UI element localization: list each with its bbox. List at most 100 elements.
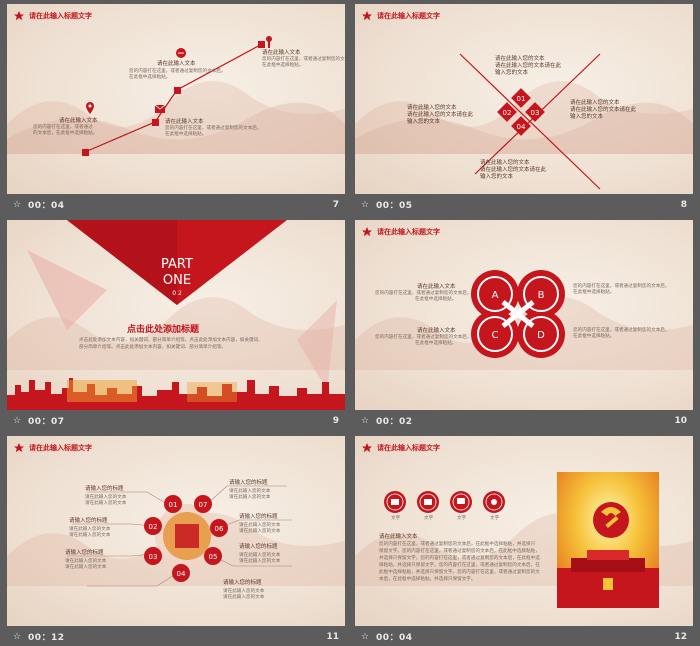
point-marker [174, 87, 181, 94]
text-body: 您的内容打在这里，或者通过复制您的文本后， [573, 328, 670, 333]
text-body: 您的内容打在这里，或者通过 [33, 125, 93, 130]
transition-icon: ☆ [361, 199, 370, 210]
mountain-backdrop [355, 81, 693, 154]
slide-duration: 00：02 [376, 417, 413, 427]
chat-bubble-icon [176, 48, 186, 58]
item-body: 请在此输入您的文本 [223, 589, 265, 594]
body-line: 您的内容打在这里，或者通过复制您的文本后，在此框中选择粘贴，并选择只 [379, 542, 536, 547]
text-body: 您的内容打在这里，或者通过复制您的文本后， [262, 57, 345, 62]
text-body: 您的内容打在这里，或者通过复制您的文本后， [129, 69, 226, 74]
icon-caption: 文字 [424, 516, 434, 521]
four-petal-diagram: A B C D [471, 270, 565, 358]
slide-title: 请在此输入标题文字 [29, 12, 92, 20]
slide-thumbnail-11[interactable]: 请在此输入标题文字 [7, 436, 345, 646]
text-body: 在此框中选择粘贴。 [573, 334, 615, 339]
text-label: 请在此输入文本 [417, 328, 456, 334]
item-title: 请输入您的标题 [85, 486, 124, 492]
slide-thumbnail-8[interactable]: 请在此输入标题文字 01 02 03 04 请在此输入您的文本 请在此输入您的文… [355, 4, 693, 214]
text-label: 请在此输入文本 [165, 119, 204, 125]
icon-row [384, 491, 505, 513]
item-title: 请输入您的标题 [229, 480, 268, 486]
slide-thumbnail-7[interactable]: 请在此输入标题文字 请在此输入文本 您的内容打在这里，或者通过复制您的文本后， … [7, 4, 345, 214]
text-body: 在此框中选择粘贴。 [415, 341, 457, 346]
mail-icon [155, 105, 165, 113]
star-icon [362, 443, 372, 453]
item-body: 请在此输入您的文本 [69, 527, 111, 532]
slide-status-bar: ☆ 00：12 11 [7, 627, 345, 646]
slide-canvas: 请在此输入标题文字 01 02 03 04 请在此输入您的文本 请在此输入您的文… [355, 4, 693, 194]
slide-duration: 00：12 [28, 633, 65, 643]
star-icon [14, 11, 24, 21]
diamond-label: 03 [531, 109, 540, 117]
text-block-line: 输入您的文本 [495, 70, 529, 76]
cross-diagram: 01 02 03 04 [459, 53, 601, 190]
item-body: 请在此输入您的文本 [223, 595, 265, 600]
diamond-label: 02 [503, 109, 512, 117]
diamond-label: 04 [517, 123, 526, 131]
icon-caption: 文字 [490, 516, 500, 521]
radial-diagram: 01 02 03 04 05 06 07 [67, 485, 292, 587]
body-line: 择粘贴，并选择只保留文字。您的内容打在这里，或者通过复制您的文本后，在 [379, 563, 540, 568]
star-icon [362, 227, 372, 237]
diamond-label: 01 [517, 95, 526, 103]
body-line: 并选择只保留文字。您的内容打在这里，或者通过复制您的文本后，在此框中选 [379, 556, 540, 561]
item-body: 请在此输入您的文本 [65, 565, 107, 570]
text-body: 您的内容打在这里，或者通过复制您的文本后， [375, 335, 472, 340]
step-label: 05 [209, 553, 218, 561]
body-line: 保留文字。您的内容打在这里，或者通过复制您的文本后，在此框中选择粘贴， [379, 549, 540, 554]
text-block-line: 请在此输入您的文本 [570, 100, 620, 106]
transition-icon: ☆ [13, 199, 22, 210]
text-block-line: 请在此输入您的文本 [480, 160, 530, 166]
text-label: 请在此输入文本 [157, 61, 196, 67]
text-block-line: 请在此输入您的文本请在此 [407, 112, 474, 118]
slide-duration: 00：04 [376, 633, 413, 643]
slide-thumbnail-12[interactable]: 请在此输入标题文字 文字 文字 文字 文字 请在此输入文本 您的内容打在这里，或… [355, 436, 693, 646]
item-body: 请在此输入您的文本 [65, 559, 107, 564]
transition-icon: ☆ [361, 415, 370, 426]
section-body: 部分简单介绍等。点击此处添加文本内容，如关键词、部分简单介绍等。 [79, 345, 227, 350]
body-line: 本后，在此框中选择粘贴，并选择只保留文字。 [379, 577, 476, 582]
slide-number: 10 [674, 415, 687, 426]
growth-line [84, 43, 263, 153]
item-body: 请在此输入您的文本 [239, 529, 281, 534]
mountain-backdrop [7, 81, 345, 154]
slide-title: 请在此输入标题文字 [377, 444, 440, 452]
petal-letter: B [538, 290, 545, 301]
slide-status-bar: ☆ 00：04 7 [7, 195, 345, 214]
text-body: 在此框中选择粘贴。 [415, 297, 457, 302]
text-label: 请在此输入文本 [59, 118, 98, 124]
text-block-line: 输入您的文本 [407, 119, 441, 125]
slide-title: 请在此输入标题文字 [377, 228, 440, 236]
slide-canvas: PART ONE 0 2 点击此处添加标题 点击此处添加文本内容，如关键词、部分… [7, 220, 345, 410]
slide-canvas: 请在此输入标题文字 [7, 436, 345, 626]
step-label: 04 [177, 570, 186, 578]
star-icon [14, 443, 24, 453]
petal-letter: D [537, 330, 545, 341]
slide-title: 请在此输入标题文字 [377, 12, 440, 20]
slide-canvas: 请在此输入标题文字 文字 文字 文字 文字 请在此输入文本 您的内容打在这里，或… [355, 436, 693, 626]
slide-thumbnail-9[interactable]: PART ONE 0 2 点击此处添加标题 点击此处添加文本内容，如关键词、部分… [7, 220, 345, 430]
item-body: 请在此输入您的文本 [69, 533, 111, 538]
slide-canvas: 请在此输入标题文字 请在此输入文本 您的内容打在这里，或者通过复制您的文本后， … [7, 4, 345, 194]
slide-thumbnail-10[interactable]: 请在此输入标题文字 A B C D 请在此输入文本 您的内容打在这里，或者通过复… [355, 220, 693, 430]
item-body: 请在此输入您的文本 [229, 495, 271, 500]
transition-icon: ☆ [13, 631, 22, 642]
part-label: PART [161, 257, 193, 272]
slide-number: 7 [332, 199, 339, 210]
item-title: 请输入您的标题 [223, 580, 262, 586]
emblem-photo [557, 472, 659, 608]
text-body: 的文本后，在此框中选择粘贴。 [33, 131, 98, 136]
text-label: 请在此输入文本 [417, 284, 456, 290]
text-body: 您的内容打在这里，或者通过复制您的文本后， [375, 291, 472, 296]
icon-caption: 文字 [457, 516, 467, 521]
text-block-line: 输入您的文本 [570, 114, 604, 120]
petal-letter: A [492, 290, 499, 301]
slide-number: 9 [332, 415, 339, 426]
text-body: 您的内容打在这里，或者通过复制您的文本后， [573, 284, 670, 289]
item-body: 请在此输入您的文本 [239, 523, 281, 528]
item-title: 请输入您的标题 [239, 544, 278, 550]
text-label: 请在此输入文本 [262, 50, 301, 56]
step-label: 02 [149, 523, 158, 531]
text-block-line: 请在此输入您的文本 [407, 105, 457, 111]
